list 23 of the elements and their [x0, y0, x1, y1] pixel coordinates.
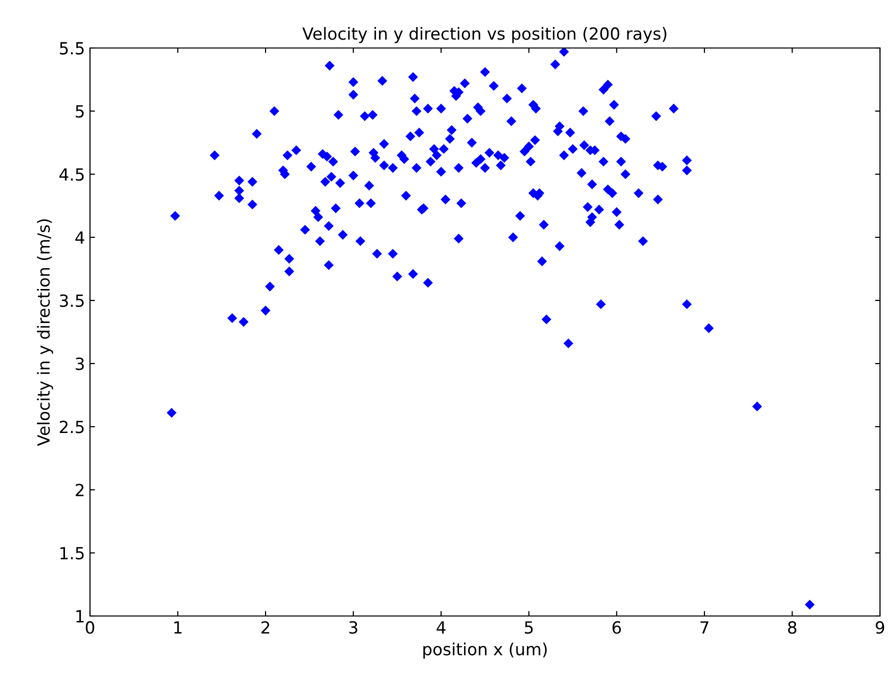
y-tick-label: 4.5 [59, 168, 84, 181]
y-tick-label: 1 [76, 610, 84, 622]
y-tick-label: 4 [75, 232, 84, 244]
chart-title: Velocity in y direction vs position (200 rays) [302, 27, 666, 44]
y-tick-label: 3.5 [60, 294, 84, 308]
x-tick-label: 6 [612, 621, 621, 634]
y-tick-label: 1.5 [60, 547, 84, 560]
x-tick-label: 2 [261, 621, 270, 634]
x-tick-label: 9 [876, 621, 884, 634]
x-tick-label: 8 [788, 621, 796, 634]
x-axis-title: position x (um) [423, 642, 547, 659]
y-tick-label: 5 [76, 105, 84, 118]
y-axis-title: Velocity in y direction (m/s) [36, 219, 54, 446]
x-tick-label: 1 [174, 621, 182, 634]
x-tick-label: 5 [524, 621, 533, 634]
x-tick-label: 4 [436, 621, 446, 634]
y-tick-label: 5.5 [60, 42, 84, 55]
y-tick-label: 3 [76, 358, 84, 370]
y-tick-label: 2 [76, 484, 84, 496]
x-tick-label: 7 [700, 621, 708, 634]
x-tick-label: 0 [86, 621, 94, 634]
x-tick-label: 3 [349, 621, 358, 634]
y-tick-label: 2.5 [60, 420, 84, 434]
